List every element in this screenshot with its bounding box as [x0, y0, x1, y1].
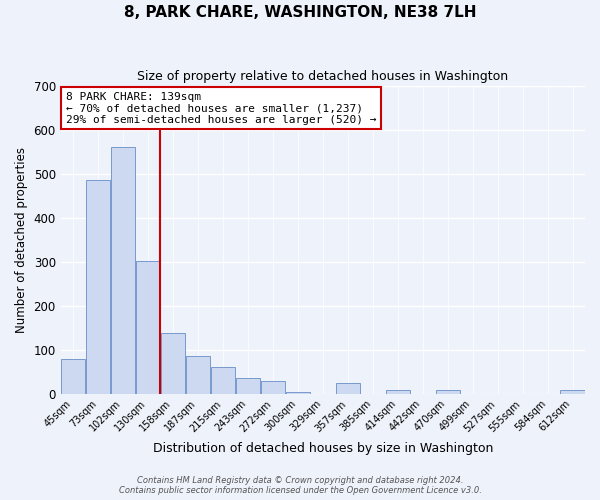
- Y-axis label: Number of detached properties: Number of detached properties: [15, 146, 28, 332]
- Text: 8, PARK CHARE, WASHINGTON, NE38 7LH: 8, PARK CHARE, WASHINGTON, NE38 7LH: [124, 5, 476, 20]
- Bar: [86, 180, 110, 394]
- Bar: [386, 390, 410, 394]
- Bar: [236, 378, 260, 394]
- Bar: [111, 147, 135, 394]
- Bar: [186, 356, 210, 394]
- Text: Contains HM Land Registry data © Crown copyright and database right 2024.
Contai: Contains HM Land Registry data © Crown c…: [119, 476, 481, 495]
- Bar: [136, 261, 160, 394]
- Bar: [335, 383, 360, 394]
- Bar: [436, 390, 460, 394]
- Bar: [261, 380, 285, 394]
- Title: Size of property relative to detached houses in Washington: Size of property relative to detached ho…: [137, 70, 508, 83]
- Bar: [286, 392, 310, 394]
- Bar: [61, 358, 85, 394]
- X-axis label: Distribution of detached houses by size in Washington: Distribution of detached houses by size …: [152, 442, 493, 455]
- Bar: [161, 333, 185, 394]
- Bar: [211, 366, 235, 394]
- Text: 8 PARK CHARE: 139sqm
← 70% of detached houses are smaller (1,237)
29% of semi-de: 8 PARK CHARE: 139sqm ← 70% of detached h…: [66, 92, 376, 125]
- Bar: [560, 390, 584, 394]
